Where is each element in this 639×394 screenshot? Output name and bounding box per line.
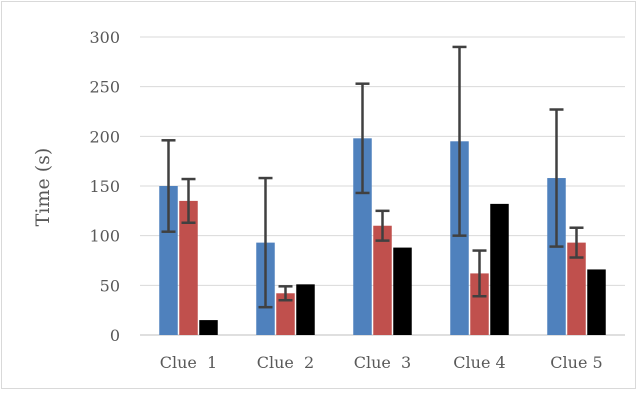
error-bar-series2-cat4: [472, 249, 487, 298]
error-bar-series1-cat3: [355, 82, 370, 195]
error-bar-series2-cat1: [181, 177, 196, 225]
x-category-labels: Clue 1 Clue 2 Clue 3 Clue 4 Clue 5: [160, 353, 603, 372]
bar-series1-cat1: [159, 186, 178, 335]
y-tick-label: 200: [89, 127, 120, 146]
x-category-label: Clue 2: [257, 353, 314, 372]
bar-series3-cat4: [490, 203, 509, 335]
x-category-label: Clue 1: [160, 353, 217, 372]
x-category-label: Clue 3: [354, 353, 411, 372]
bars: [159, 138, 606, 335]
y-tick-label: 150: [89, 177, 120, 196]
bar-series2-cat4: [470, 273, 489, 335]
error-bars: [161, 45, 584, 309]
error-bar-series2-cat2: [278, 285, 293, 302]
bar-series2-cat2: [276, 293, 295, 335]
chart-frame: 0 50 100 150 200 250 300 Clue 1 Clue 2 Clue 3 Clu…: [1, 1, 636, 389]
bar-series3-cat1: [199, 320, 218, 335]
bar-series1-cat3: [353, 138, 372, 335]
bar-series3-cat5: [587, 269, 606, 335]
error-bar-series2-cat5: [569, 226, 584, 259]
error-bar-series1-cat1: [161, 139, 176, 233]
error-bar-series1-cat4: [452, 45, 467, 237]
bar-series1-cat4: [450, 141, 469, 335]
error-bar-series1-cat2: [258, 176, 273, 309]
bar-series3-cat3: [393, 247, 412, 335]
error-bar-series2-cat3: [375, 209, 390, 242]
bar-series2-cat1: [179, 200, 198, 335]
bar-series1-cat5: [547, 178, 566, 335]
x-category-label: Clue 5: [550, 353, 602, 372]
y-tick-label: 250: [89, 78, 120, 97]
y-tick-labels: 0 50 100 150 200 250 300: [89, 28, 120, 345]
y-tick-label: 50: [100, 276, 120, 295]
y-tick-label: 300: [89, 28, 120, 47]
y-tick-label: 100: [89, 227, 120, 246]
y-tick-label: 0: [110, 326, 120, 345]
bar-series3-cat2: [296, 284, 315, 335]
error-bar-series1-cat5: [549, 108, 564, 248]
bar-series2-cat5: [567, 242, 586, 335]
x-category-label: Clue 4: [453, 353, 505, 372]
y-axis-title: Time (s): [32, 148, 54, 227]
bar-series2-cat3: [373, 225, 392, 335]
